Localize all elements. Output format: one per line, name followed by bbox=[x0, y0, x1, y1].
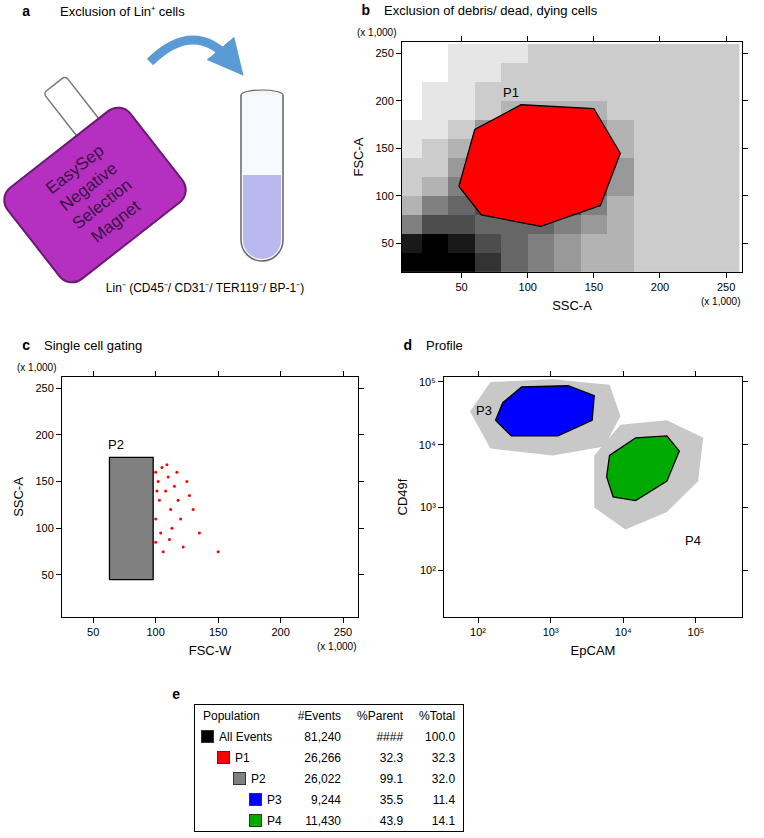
html-text:P2: P2 bbox=[251, 771, 266, 786]
html-text:99.1: 99.1 bbox=[379, 771, 404, 786]
svg-text:EpCAM: EpCAM bbox=[571, 643, 616, 658]
html-text:Single cell gating: Single cell gating bbox=[44, 338, 143, 353]
html-text:26,266: 26,266 bbox=[304, 750, 341, 765]
svg-text:10²: 10² bbox=[470, 626, 486, 638]
svg-text:P4: P4 bbox=[685, 533, 701, 548]
svg-text:SSC-A: SSC-A bbox=[552, 298, 592, 313]
svg-text:(x 1,000): (x 1,000) bbox=[317, 641, 356, 652]
html-text:Population: Population bbox=[203, 708, 260, 723]
html-text:32.3: 32.3 bbox=[431, 750, 456, 765]
html-text:9,244: 9,244 bbox=[311, 792, 341, 807]
html-text:32.3: 32.3 bbox=[379, 750, 404, 765]
svg-text:Selection: Selection bbox=[68, 175, 136, 234]
html-text:#Events: #Events bbox=[297, 708, 341, 723]
svg-text:EasySep: EasySep bbox=[42, 141, 108, 198]
svg-text:200: 200 bbox=[651, 281, 669, 293]
svg-text:Exclusion of Lin⁺ cells: Exclusion of Lin⁺ cells bbox=[60, 4, 185, 19]
html-text:%Parent: %Parent bbox=[357, 708, 404, 723]
html-text:b: b bbox=[361, 2, 370, 18]
svg-text:10⁵: 10⁵ bbox=[688, 626, 705, 638]
html-text:11,430: 11,430 bbox=[305, 813, 341, 828]
svg-text:10⁵: 10⁵ bbox=[419, 376, 436, 388]
svg-text:150: 150 bbox=[375, 142, 393, 154]
svg-text:FSC-A: FSC-A bbox=[351, 137, 366, 176]
svg-text:Negative: Negative bbox=[56, 158, 121, 215]
html-text:%Total: %Total bbox=[419, 708, 456, 723]
svg-text:200: 200 bbox=[375, 95, 393, 107]
svg-text:(x 1,000): (x 1,000) bbox=[701, 296, 740, 307]
svg-text:150: 150 bbox=[585, 281, 603, 293]
html-text:c: c bbox=[22, 337, 30, 353]
svg-text:100: 100 bbox=[375, 190, 393, 202]
svg-text:CD49f: CD49f bbox=[395, 478, 410, 515]
svg-text:100: 100 bbox=[519, 281, 537, 293]
html-text:26,022: 26,022 bbox=[304, 771, 341, 786]
html-text:d: d bbox=[403, 337, 412, 353]
html-text:32.0: 32.0 bbox=[431, 771, 456, 786]
svg-text:50: 50 bbox=[42, 569, 54, 581]
html-text:Exclusion of debris/ dead, dyi: Exclusion of debris/ dead, dying cells bbox=[384, 3, 598, 18]
svg-text:250: 250 bbox=[35, 382, 53, 394]
html-text:11.4: 11.4 bbox=[432, 792, 456, 807]
html-text:Profile: Profile bbox=[426, 338, 463, 353]
svg-text:FSC-W: FSC-W bbox=[189, 643, 232, 658]
svg-text:100: 100 bbox=[146, 626, 164, 638]
svg-text:50: 50 bbox=[382, 237, 394, 249]
svg-text:10⁴: 10⁴ bbox=[615, 626, 632, 638]
svg-text:(x 1,000): (x 1,000) bbox=[17, 362, 56, 373]
svg-text:10³: 10³ bbox=[543, 626, 559, 638]
html-text:P3: P3 bbox=[267, 792, 282, 807]
svg-text:10⁴: 10⁴ bbox=[419, 439, 436, 451]
html-text:14.1: 14.1 bbox=[431, 813, 456, 828]
svg-text:50: 50 bbox=[87, 626, 99, 638]
svg-text:(x 1,000): (x 1,000) bbox=[357, 27, 396, 38]
svg-text:250: 250 bbox=[717, 281, 735, 293]
html-text:81,240: 81,240 bbox=[304, 729, 341, 744]
html-text:P1: P1 bbox=[235, 750, 250, 765]
svg-text:50: 50 bbox=[455, 281, 467, 293]
svg-text:a: a bbox=[22, 3, 30, 19]
svg-text:200: 200 bbox=[271, 626, 289, 638]
svg-text:200: 200 bbox=[35, 429, 53, 441]
svg-text:P2: P2 bbox=[108, 437, 124, 452]
svg-text:SSC-A: SSC-A bbox=[11, 477, 26, 517]
html-text:P4: P4 bbox=[267, 813, 282, 828]
svg-text:Lin⁻ (CD45⁻/ CD31⁻/ TER119⁻/ B: Lin⁻ (CD45⁻/ CD31⁻/ TER119⁻/ BP-1⁻) bbox=[106, 281, 304, 295]
svg-text:10²: 10² bbox=[420, 564, 436, 576]
svg-text:150: 150 bbox=[209, 626, 227, 638]
html-text:e: e bbox=[172, 686, 180, 702]
svg-text:P3: P3 bbox=[476, 403, 492, 418]
svg-text:Magnet: Magnet bbox=[87, 196, 144, 246]
html-text:43.9: 43.9 bbox=[379, 813, 404, 828]
svg-text:10³: 10³ bbox=[420, 501, 436, 513]
html-text:100.0: 100.0 bbox=[425, 729, 456, 744]
html-text:35.5: 35.5 bbox=[379, 792, 404, 807]
html-text:All Events: All Events bbox=[219, 729, 273, 744]
svg-text:100: 100 bbox=[35, 522, 53, 534]
svg-text:150: 150 bbox=[35, 475, 53, 487]
svg-text:P1: P1 bbox=[503, 85, 519, 100]
svg-text:250: 250 bbox=[375, 47, 393, 59]
svg-text:250: 250 bbox=[334, 626, 352, 638]
